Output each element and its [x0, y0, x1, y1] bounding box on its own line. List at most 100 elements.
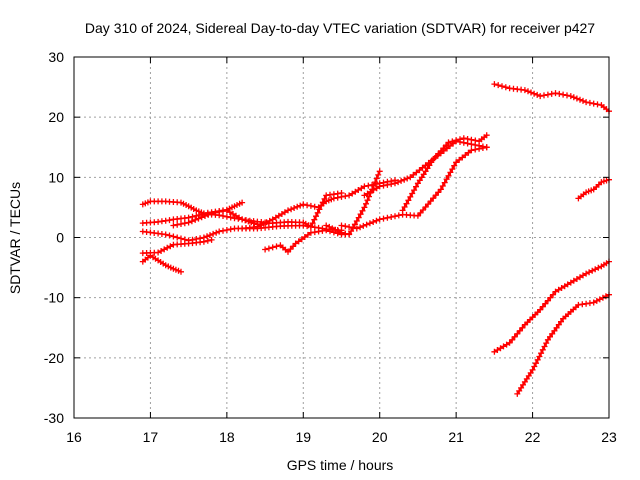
data-point [457, 136, 463, 143]
y-tick-label: 0 [56, 230, 64, 246]
data-point [405, 197, 412, 204]
data-point [364, 197, 371, 204]
data-point [185, 219, 192, 226]
data-point [502, 84, 509, 91]
data-point [494, 347, 501, 353]
data-point [453, 159, 460, 166]
data-point [407, 193, 414, 200]
series-track-12 [399, 132, 490, 214]
data-point [370, 187, 377, 193]
x-tick-label: 18 [219, 429, 235, 445]
data-point [596, 296, 603, 303]
data-point [570, 277, 577, 284]
data-point [346, 231, 353, 238]
data-point [263, 219, 270, 226]
y-tick-label: -30 [44, 410, 64, 426]
data-point [204, 237, 211, 244]
data-point [223, 213, 230, 220]
data-point [170, 233, 177, 240]
y-tick-label: -20 [44, 350, 64, 366]
data-point [357, 224, 364, 231]
data-point [334, 194, 341, 201]
plot-series [139, 81, 612, 397]
data-point [395, 212, 402, 219]
data-point [338, 222, 345, 229]
data-point [370, 219, 377, 225]
data-point [392, 213, 398, 220]
data-point [376, 168, 383, 175]
data-point [198, 214, 205, 221]
data-point [297, 202, 304, 209]
data-point [248, 219, 255, 226]
data-point [360, 222, 367, 229]
data-point [295, 238, 302, 245]
data-point [353, 225, 360, 232]
y-tick-label: 10 [48, 169, 64, 185]
data-point [363, 200, 369, 207]
data-point [174, 221, 181, 228]
data-point [447, 169, 454, 176]
y-tick-label: -10 [44, 290, 64, 306]
data-point [205, 211, 212, 218]
data-point [384, 181, 391, 188]
data-point [519, 324, 526, 331]
data-point [567, 93, 574, 100]
data-point [553, 324, 560, 331]
data-point [580, 272, 586, 279]
data-point [178, 221, 184, 227]
data-point [380, 182, 387, 189]
x-tick-label: 21 [448, 429, 464, 445]
data-point [404, 175, 411, 182]
data-point [304, 202, 311, 209]
chart-title: Day 310 of 2024, Sidereal Day-to-day VTE… [85, 20, 595, 36]
x-axis-label: GPS time / hours [287, 457, 394, 473]
data-point [439, 183, 446, 189]
data-point [602, 293, 609, 300]
data-point [534, 356, 541, 363]
data-point [207, 232, 213, 239]
series-track-10 [338, 144, 490, 232]
data-point [384, 214, 391, 221]
data-point [233, 212, 239, 219]
data-point [552, 288, 559, 295]
grid [74, 57, 609, 418]
x-tick-label: 16 [66, 429, 82, 445]
data-point [357, 211, 364, 218]
data-point [398, 177, 405, 184]
data-point [573, 276, 580, 282]
data-point [531, 363, 538, 370]
data-point [437, 186, 444, 193]
data-point [560, 91, 567, 98]
y-tick-label: 20 [48, 109, 64, 125]
data-point [373, 217, 380, 224]
data-point [376, 183, 383, 190]
data-point [212, 209, 219, 216]
data-point [500, 343, 507, 350]
data-point [223, 227, 230, 233]
data-point [590, 299, 597, 306]
data-point [533, 360, 539, 367]
data-point [342, 193, 349, 200]
data-point [552, 90, 559, 97]
data-point [399, 207, 406, 214]
data-point [590, 100, 597, 107]
data-point [174, 234, 181, 241]
series-track-13 [491, 81, 612, 115]
series-track-8 [262, 227, 353, 255]
data-point [245, 218, 252, 225]
data-point [359, 207, 366, 214]
series-track-15 [491, 258, 612, 355]
data-point [376, 216, 383, 223]
data-point [351, 221, 358, 228]
data-point [265, 245, 272, 252]
data-point [348, 228, 355, 235]
data-point [586, 99, 593, 106]
data-point [409, 190, 416, 197]
data-point [242, 217, 249, 224]
data-point [164, 244, 171, 251]
data-point [301, 234, 308, 240]
data-point [586, 269, 593, 276]
data-point [294, 203, 301, 210]
data-point [342, 223, 349, 230]
data-point [445, 172, 452, 179]
